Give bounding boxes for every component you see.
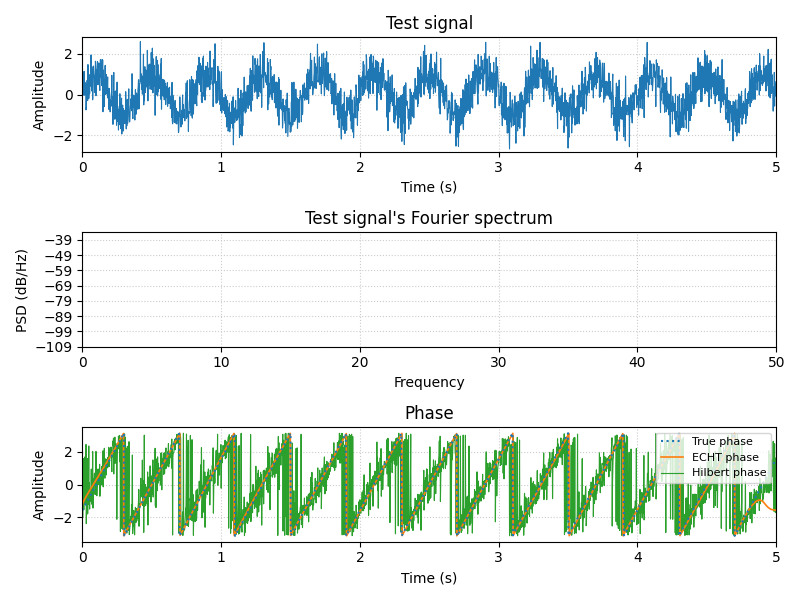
ECHT phase (175, 430, 185, 437)
True phase (771, 456, 781, 463)
Title: Test signal: Test signal (386, 15, 473, 33)
X-axis label: Time (s): Time (s) (401, 181, 458, 195)
Line: True phase: True phase (82, 433, 776, 536)
Hilbert phase (698, 491, 707, 499)
Hilbert phase (513, 532, 522, 539)
Hilbert phase (178, 430, 188, 437)
Hilbert phase (465, 508, 474, 515)
ECHT phase (347, 523, 357, 530)
X-axis label: Frequency: Frequency (394, 376, 466, 390)
Line: ECHT phase: ECHT phase (82, 433, 776, 536)
Hilbert phase (671, 531, 681, 538)
Hilbert phase (92, 471, 102, 478)
ECHT phase (643, 487, 653, 494)
True phase (643, 488, 653, 495)
True phase (230, 532, 240, 539)
ECHT phase (465, 508, 474, 515)
Line: Hilbert phase: Hilbert phase (82, 433, 776, 536)
ECHT phase (92, 476, 102, 483)
ECHT phase (452, 532, 462, 539)
ECHT phase (78, 501, 87, 508)
True phase (92, 481, 102, 488)
ECHT phase (671, 436, 681, 443)
Y-axis label: Amplitude: Amplitude (33, 449, 46, 520)
Legend: True phase, ECHT phase, Hilbert phase: True phase, ECHT phase, Hilbert phase (656, 433, 770, 483)
True phase (465, 509, 474, 516)
ECHT phase (698, 493, 707, 500)
Y-axis label: PSD (dB/Hz): PSD (dB/Hz) (15, 248, 29, 332)
Y-axis label: Amplitude: Amplitude (33, 59, 46, 130)
ECHT phase (771, 506, 781, 514)
True phase (347, 521, 357, 529)
Title: Phase: Phase (405, 405, 454, 423)
Hilbert phase (643, 476, 653, 484)
True phase (698, 490, 707, 497)
True phase (78, 506, 87, 514)
Hilbert phase (771, 481, 781, 488)
Hilbert phase (347, 431, 357, 438)
True phase (671, 435, 681, 442)
Title: Test signal's Fourier spectrum: Test signal's Fourier spectrum (306, 210, 554, 228)
True phase (119, 430, 129, 437)
X-axis label: Time (s): Time (s) (401, 571, 458, 585)
Hilbert phase (78, 472, 87, 479)
